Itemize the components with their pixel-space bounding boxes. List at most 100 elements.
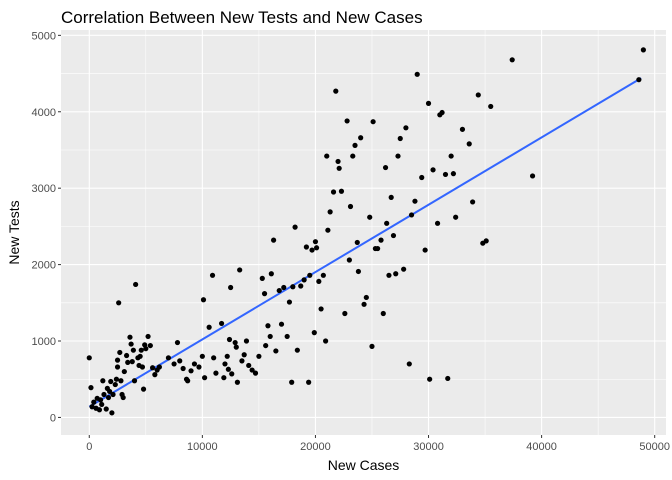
data-point <box>112 381 118 388</box>
data-point <box>378 237 384 243</box>
data-point <box>259 275 265 281</box>
data-point <box>397 135 403 142</box>
x-axis-title: New Cases <box>328 457 400 473</box>
data-point <box>278 321 285 327</box>
data-point <box>453 214 459 220</box>
data-point <box>209 272 216 278</box>
y-axis: 0 1000 2000 3000 4000 5000 <box>32 30 61 424</box>
data-point <box>139 364 146 370</box>
data-point <box>152 372 158 378</box>
data-point <box>156 364 162 370</box>
data-point <box>105 394 112 401</box>
data-point <box>137 353 143 359</box>
data-point <box>442 171 449 178</box>
chart-title: Correlation Between New Tests and New Ca… <box>61 8 423 27</box>
data-point <box>241 352 247 358</box>
data-point <box>165 355 172 361</box>
data-point <box>99 401 105 408</box>
data-point <box>256 353 262 359</box>
data-point <box>408 212 415 218</box>
data-point <box>145 333 151 340</box>
data-point <box>344 118 350 124</box>
data-point <box>123 352 130 359</box>
data-point <box>338 188 345 194</box>
data-point <box>149 365 156 371</box>
y-tick-label: 1000 <box>32 336 56 348</box>
data-point <box>419 174 425 181</box>
data-point <box>382 164 389 171</box>
data-point <box>226 336 233 343</box>
data-point <box>131 378 138 384</box>
data-point <box>309 247 315 253</box>
data-point <box>346 257 352 263</box>
data-point <box>483 238 489 244</box>
x-tick-label: 50000 <box>639 441 670 453</box>
x-tick-label: 10000 <box>187 441 218 453</box>
data-point <box>406 361 412 367</box>
data-point <box>103 406 109 412</box>
data-point <box>224 353 230 359</box>
data-point <box>143 346 149 352</box>
data-point <box>100 378 106 384</box>
data-point <box>412 198 418 204</box>
data-point <box>229 371 235 377</box>
data-point <box>211 355 217 361</box>
data-point <box>185 378 191 384</box>
data-point <box>292 224 298 230</box>
data-point <box>96 407 103 413</box>
data-point <box>367 214 373 220</box>
data-point <box>213 370 219 376</box>
data-point <box>261 291 268 297</box>
data-point <box>450 171 457 177</box>
data-point <box>243 338 250 344</box>
data-point <box>129 359 135 365</box>
data-point <box>110 391 116 398</box>
data-point <box>466 141 472 147</box>
data-point <box>196 364 202 370</box>
data-point <box>128 341 134 347</box>
data-point <box>390 232 397 239</box>
data-point <box>323 338 329 344</box>
data-point <box>249 367 255 373</box>
data-point <box>354 239 360 246</box>
data-point <box>290 284 296 290</box>
data-point <box>91 399 97 405</box>
data-point <box>97 397 104 403</box>
data-point <box>270 237 277 243</box>
data-point <box>289 379 295 385</box>
data-point <box>363 294 369 301</box>
data-point <box>263 342 269 349</box>
data-point <box>116 300 122 306</box>
data-point <box>268 271 274 277</box>
data-point <box>425 100 432 106</box>
data-point <box>303 244 309 250</box>
data-point <box>286 299 293 305</box>
data-point <box>325 227 331 233</box>
data-point <box>298 283 304 289</box>
data-point <box>347 203 354 210</box>
data-point <box>199 353 205 359</box>
data-point <box>130 347 136 353</box>
data-point <box>180 365 186 372</box>
data-point <box>121 368 127 375</box>
data-point <box>301 277 307 283</box>
data-point <box>342 310 348 317</box>
data-point <box>281 284 287 291</box>
y-tick-label: 3000 <box>32 183 56 195</box>
data-point <box>218 320 225 327</box>
data-point <box>232 339 238 346</box>
data-point <box>202 375 208 381</box>
data-point <box>335 158 341 165</box>
y-tick-label: 0 <box>50 412 56 424</box>
data-point <box>133 281 139 288</box>
data-point <box>361 301 367 307</box>
data-point <box>177 358 183 364</box>
data-point <box>225 366 231 372</box>
data-point <box>233 344 239 350</box>
data-point <box>336 165 342 171</box>
data-point <box>316 278 322 285</box>
data-point <box>395 153 401 159</box>
data-point <box>86 355 92 361</box>
data-point <box>222 361 228 367</box>
